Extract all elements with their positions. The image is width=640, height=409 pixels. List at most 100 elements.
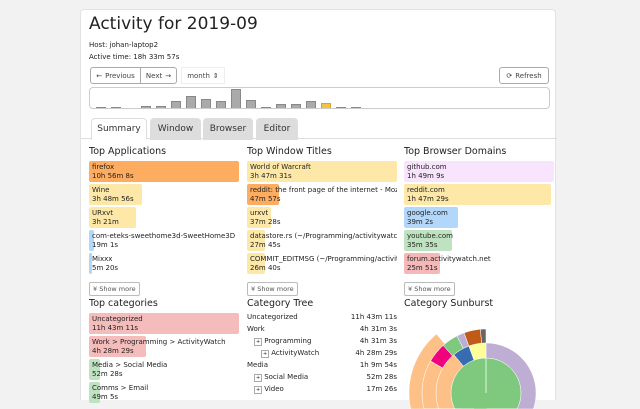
item-time: 37m 28s: [250, 218, 281, 226]
chevron-updown-icon: ⇕: [212, 71, 219, 80]
timeline-bar[interactable]: [291, 103, 301, 108]
tree-row[interactable]: Work 4h 31m 3s: [247, 325, 397, 337]
list-item[interactable]: datastore.rs (~/Programming/activitywatc…: [247, 230, 397, 251]
timeline-bar[interactable]: [306, 100, 316, 108]
item-name: firefox: [92, 163, 115, 171]
list-item[interactable]: youtube.com 35m 35s: [404, 230, 554, 251]
item-name: Mixxx: [92, 255, 113, 263]
tab-browser[interactable]: Browser: [203, 118, 253, 140]
item-name: reddit.com: [407, 186, 445, 194]
timeline-bar[interactable]: [261, 106, 271, 108]
item-name: Work > Programming > ActivityWatch: [92, 338, 226, 346]
list-item[interactable]: Media > Social Media 52m 28s: [89, 359, 239, 380]
tree-row[interactable]: + Programming 4h 31m 3s: [247, 337, 397, 349]
item-time: 5m 20s: [92, 264, 119, 272]
item-name: Media > Social Media: [92, 361, 168, 369]
timeline-bar[interactable]: [246, 99, 256, 108]
list-item[interactable]: reddit.com 1h 47m 29s: [404, 184, 554, 205]
tree-time: 17m 26s: [366, 385, 397, 393]
sunburst-segment[interactable]: [408, 333, 446, 409]
list-item[interactable]: github.com 1h 49m 9s: [404, 161, 554, 182]
tree-row[interactable]: + Social Media 52m 28s: [247, 373, 397, 385]
tab-editor[interactable]: Editor: [256, 118, 298, 140]
item-time: 1h 49m 9s: [407, 172, 445, 180]
timeline-bar[interactable]: [111, 106, 121, 108]
previous-label: Previous: [105, 71, 135, 80]
bar-fill: [89, 207, 136, 228]
list-item[interactable]: COMMIT_EDITMSG (~/Programming/activitywa…: [247, 253, 397, 274]
tab-window[interactable]: Window: [150, 118, 201, 140]
list-item[interactable]: firefox 10h 56m 8s: [89, 161, 239, 182]
show-more-button[interactable]: ¥ Show more: [404, 282, 455, 296]
list-item[interactable]: Wine 3h 48m 56s: [89, 184, 239, 205]
item-name: Wine: [92, 186, 110, 194]
tab-summary[interactable]: Summary: [91, 118, 147, 140]
item-name: urxvt: [250, 209, 269, 217]
expand-icon[interactable]: +: [254, 374, 263, 382]
timeline-bar[interactable]: [276, 103, 286, 108]
next-button[interactable]: Next →: [140, 67, 177, 84]
expand-icon[interactable]: +: [261, 350, 270, 358]
item-time: 3h 48m 56s: [92, 195, 134, 203]
bar-fill: [404, 230, 452, 251]
active-time: Active time: 18h 33m 57s: [89, 53, 180, 61]
list-item[interactable]: reddit: the front page of the internet -…: [247, 184, 397, 205]
list-item[interactable]: Work > Programming > ActivityWatch 4h 28m…: [89, 336, 239, 357]
section-title: Top Window Titles: [247, 146, 332, 157]
arrow-left-icon: ←: [96, 71, 103, 80]
previous-button[interactable]: ← Previous: [90, 67, 141, 84]
bar-fill: [89, 313, 239, 334]
timeline-bar[interactable]: [231, 89, 241, 108]
tree-time: 1h 9m 54s: [359, 361, 397, 369]
expand-icon[interactable]: +: [254, 386, 263, 394]
refresh-button[interactable]: ⟳ Refresh: [499, 67, 549, 84]
bar-fill: [247, 207, 271, 228]
timeline-chart[interactable]: [89, 87, 550, 109]
list-item[interactable]: Uncategorized 11h 43m 11s: [89, 313, 239, 334]
tree-row[interactable]: + Video 17m 26s: [247, 385, 397, 397]
show-more-button[interactable]: ¥ Show more: [89, 282, 140, 296]
timeline-bar[interactable]: [171, 100, 181, 108]
expand-icon[interactable]: +: [254, 338, 263, 346]
timeline-bar[interactable]: [141, 105, 151, 108]
item-time: 19m 1s: [92, 241, 119, 249]
list-item[interactable]: forum.activitywatch.net 25m 51s: [404, 253, 554, 274]
category-sunburst: Category Sunburst: [404, 298, 554, 409]
sunburst-segment[interactable]: [485, 342, 537, 409]
show-more-label: Show more: [257, 285, 294, 293]
tree-row[interactable]: + ActivityWatch 4h 28m 29s: [247, 349, 397, 361]
timeline-bar[interactable]: [156, 105, 166, 108]
show-more-label: Show more: [414, 285, 451, 293]
item-name: URxvt: [92, 209, 114, 217]
tree-row[interactable]: Media 1h 9m 54s: [247, 361, 397, 373]
period-select[interactable]: month ⇕: [181, 67, 225, 84]
tree-row[interactable]: Uncategorized 11h 43m 11s: [247, 313, 397, 325]
sunburst-chart[interactable]: [404, 313, 554, 409]
list-item[interactable]: com-eteks-sweethome3d-SweetHome3D 19m 1s: [89, 230, 239, 251]
tree-name: Work: [247, 325, 265, 333]
chevron-double-down-icon: ¥: [251, 285, 258, 293]
item-name: Uncategorized: [92, 315, 143, 323]
bar-fill: [89, 336, 146, 357]
timeline-bar[interactable]: [96, 106, 106, 108]
list-item[interactable]: Comms > Email 49m 5s: [89, 382, 239, 403]
timeline-bar[interactable]: [336, 106, 346, 108]
timeline-bar[interactable]: [186, 96, 196, 108]
section-title: Top Browser Domains: [404, 146, 507, 157]
list-item[interactable]: urxvt 37m 28s: [247, 207, 397, 228]
sunburst-segment[interactable]: [480, 328, 487, 344]
timeline-bar[interactable]: [201, 98, 211, 108]
timeline-bar[interactable]: [351, 106, 361, 108]
show-more-button[interactable]: ¥ Show more: [247, 282, 298, 296]
list-item[interactable]: Mixxx 5m 20s: [89, 253, 239, 274]
timeline-bar[interactable]: [216, 100, 226, 108]
timeline-bar[interactable]: [321, 102, 331, 108]
item-name: com-eteks-sweethome3d-SweetHome3D: [92, 232, 236, 240]
bar-fill: [89, 253, 92, 274]
item-time: 11h 43m 11s: [92, 324, 139, 332]
sunburst-title: Category Sunburst: [404, 298, 494, 309]
list-item[interactable]: google.com 39m 2s: [404, 207, 554, 228]
list-item[interactable]: URxvt 3h 21m: [89, 207, 239, 228]
list-item[interactable]: World of Warcraft 3h 47m 31s: [247, 161, 397, 182]
item-time: 3h 47m 31s: [250, 172, 292, 180]
